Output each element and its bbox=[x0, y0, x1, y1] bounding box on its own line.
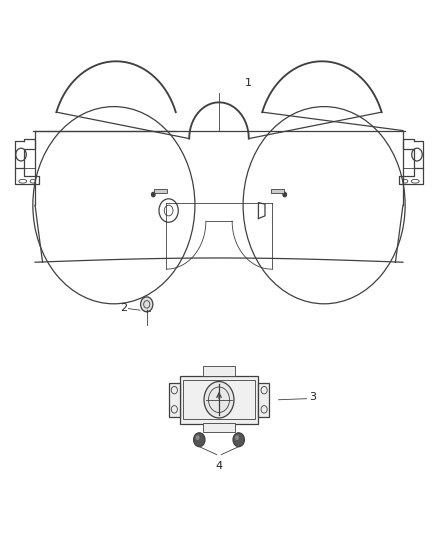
FancyBboxPatch shape bbox=[271, 189, 284, 193]
Circle shape bbox=[204, 382, 234, 418]
Circle shape bbox=[196, 435, 200, 440]
Text: 2: 2 bbox=[120, 303, 127, 312]
FancyBboxPatch shape bbox=[169, 383, 180, 417]
Text: 1: 1 bbox=[245, 78, 252, 87]
Text: 4: 4 bbox=[215, 461, 223, 471]
Circle shape bbox=[152, 192, 155, 197]
Circle shape bbox=[283, 192, 286, 197]
Circle shape bbox=[141, 297, 153, 312]
FancyBboxPatch shape bbox=[203, 423, 235, 432]
FancyBboxPatch shape bbox=[154, 189, 167, 193]
FancyBboxPatch shape bbox=[203, 366, 235, 376]
Circle shape bbox=[233, 433, 244, 447]
Circle shape bbox=[194, 433, 205, 447]
FancyBboxPatch shape bbox=[258, 383, 269, 417]
Text: 3: 3 bbox=[309, 392, 316, 402]
FancyBboxPatch shape bbox=[180, 376, 258, 424]
Circle shape bbox=[235, 435, 239, 440]
